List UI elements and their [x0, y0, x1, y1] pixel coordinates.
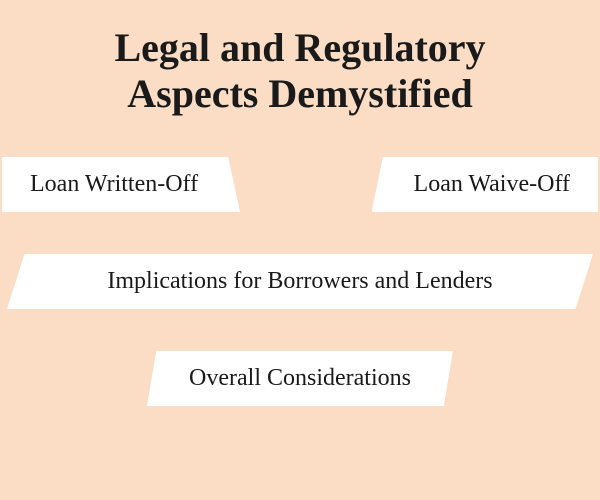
card-loan-written-off: Loan Written-Off [2, 157, 240, 212]
bottom-card-row: Overall Considerations [0, 351, 600, 406]
middle-card-row: Implications for Borrowers and Lenders [0, 254, 600, 309]
card-overall: Overall Considerations [147, 351, 453, 406]
card-implications: Implications for Borrowers and Lenders [7, 254, 593, 309]
title-line-2: Aspects Demystified [0, 71, 600, 117]
title-line-1: Legal and Regulatory [0, 25, 600, 71]
top-card-row: Loan Written-Off Loan Waive-Off [0, 157, 600, 212]
card-loan-waive-off: Loan Waive-Off [372, 157, 598, 212]
page-title: Legal and Regulatory Aspects Demystified [0, 0, 600, 117]
